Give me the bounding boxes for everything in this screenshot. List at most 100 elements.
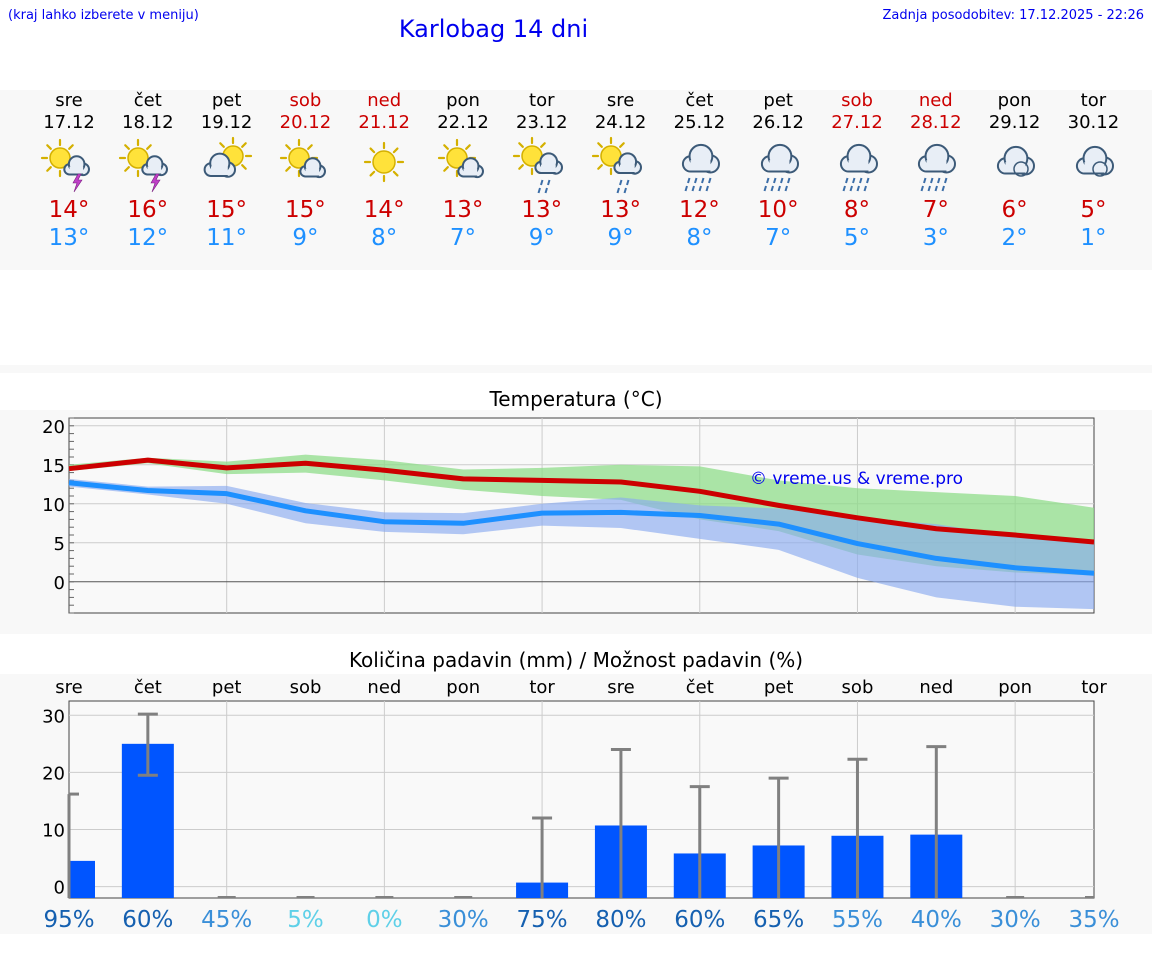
cloud-rain-icon [918, 143, 957, 192]
day-date: 25.12 [673, 112, 726, 133]
max-temperature: 6° [1001, 197, 1028, 223]
precipitation-probability: 80% [595, 907, 646, 933]
x-day-label: sre [607, 677, 634, 698]
min-temperature: 2° [1001, 225, 1028, 251]
precipitation-probability: 60% [674, 907, 725, 933]
weather-icon-box [1054, 134, 1133, 194]
precipitation-chart-title: Količina padavin (mm) / Možnost padavin … [348, 648, 804, 672]
x-day-label: tor [1081, 677, 1107, 698]
cloud-icon [996, 145, 1036, 177]
min-temperature-line [68, 480, 1095, 576]
weather-icon-box [187, 134, 266, 194]
sun-cloud-thunder-icon [40, 138, 90, 193]
day-name: pet [211, 90, 242, 111]
min-temperature: 8° [371, 225, 398, 251]
precipitation-probability: 65% [753, 907, 804, 933]
sun-cloud-rain-icon [591, 136, 643, 194]
day-column: čet 18.12 16° 12° [108, 90, 187, 252]
x-day-label: čet [686, 677, 714, 698]
weather-icon-box [818, 134, 897, 194]
max-temperature: 13° [600, 197, 641, 223]
x-day-label: sob [842, 677, 874, 698]
sun-cloud-rain-icon [513, 136, 564, 194]
x-day-label: čet [134, 677, 162, 698]
cloud-rain-icon [681, 143, 720, 192]
min-temperature: 1° [1080, 225, 1107, 251]
watermark: © vreme.us & vreme.pro [750, 469, 963, 489]
y-tick-label: 5 [54, 534, 65, 555]
day-date: 26.12 [752, 112, 804, 133]
weather-icon-box [424, 134, 503, 194]
x-day-label: pet [764, 677, 794, 698]
day-date: 30.12 [1067, 112, 1120, 133]
min-temperature: 9° [607, 225, 634, 251]
day-column: čet 25.12 12° 8° [660, 90, 739, 252]
temperature-chart-title: Temperatura (°C) [489, 387, 663, 411]
min-temperature: 9° [292, 225, 319, 251]
day-column: sre 17.12 14° 13° [30, 90, 109, 252]
sun-small-cloud-icon [279, 138, 326, 179]
max-temperature: 15° [285, 197, 326, 223]
y-tick-label: 20 [42, 763, 65, 784]
day-column: pon 29.12 6° 2° [975, 90, 1054, 252]
max-temperature: 16° [127, 197, 169, 223]
day-column: tor 23.12 13° 9° [502, 90, 581, 252]
sun-cloud-thunder-icon [119, 138, 169, 193]
sun-small-cloud-icon [437, 138, 484, 179]
max-temperature: 14° [363, 197, 405, 223]
day-date: 29.12 [988, 112, 1041, 133]
weather-icon-box [108, 134, 187, 194]
precipitation-probability: 30% [990, 907, 1041, 933]
min-temperature: 8° [686, 225, 713, 251]
daily-forecast-strip: sre 17.12 14° 13° čet 18.12 16° 12° pet 19.12 15° 1… [0, 90, 1152, 270]
precipitation-probability: 95% [43, 907, 94, 933]
separator [0, 365, 1152, 373]
x-day-label: pon [998, 677, 1032, 698]
precipitation-probability: 45% [201, 907, 252, 933]
weather-icon-box [739, 134, 818, 194]
cloud-icon [996, 145, 1036, 177]
y-tick-label: 0 [54, 878, 65, 899]
sun-cloud-icon [203, 136, 253, 178]
day-name: pet [763, 90, 793, 111]
day-date: 18.12 [122, 112, 174, 133]
max-temperature: 8° [843, 197, 871, 223]
day-column: pon 22.12 13° 7° [424, 90, 503, 252]
sun-small-cloud-icon [279, 138, 326, 179]
day-date: 17.12 [43, 112, 95, 133]
day-column: ned 28.12 7° 3° [896, 90, 975, 252]
sun-cloud-icon [203, 136, 253, 178]
weather-icon-box [896, 134, 975, 194]
location-hint: (kraj lahko izberete v meniju) [8, 8, 199, 23]
page-title: Karlobag 14 dni [398, 15, 589, 43]
max-temperature-line [68, 457, 1095, 545]
y-tick-label: 15 [42, 456, 65, 477]
day-name: sob [289, 90, 322, 111]
day-column: pet 26.12 10° 7° [739, 90, 818, 252]
x-day-label: ned [367, 677, 401, 698]
min-temperature: 11° [206, 225, 247, 251]
day-name: pon [446, 90, 480, 111]
sun-small-cloud-icon [437, 138, 484, 179]
sun-icon [363, 141, 404, 183]
x-day-label: ned [919, 677, 953, 698]
y-tick-label: 10 [42, 495, 65, 516]
day-column: sob 27.12 8° 5° [818, 90, 897, 252]
max-temperature: 12° [679, 197, 720, 223]
precipitation-probability: 60% [122, 907, 173, 933]
temperature-chart: 0 5 10 15 20 © vreme.us & vreme.pro [42, 417, 1095, 614]
weather-icon-box [502, 134, 581, 194]
cloud-rain-icon [760, 143, 799, 192]
weather-icon-box [581, 134, 660, 194]
x-day-label: sre [55, 677, 82, 698]
min-temperature: 5° [843, 225, 871, 251]
day-name: sob [841, 90, 873, 111]
weather-icon-box [30, 134, 109, 194]
day-column: sob 20.12 15° 9° [266, 90, 345, 252]
cloud-rain-icon [681, 143, 720, 192]
x-day-label: sob [290, 677, 322, 698]
precipitation-probability: 40% [911, 907, 962, 933]
min-temperature: 9° [528, 225, 555, 251]
cloud-icon [1075, 145, 1114, 177]
day-column: tor 30.12 5° 1° [1054, 90, 1133, 252]
